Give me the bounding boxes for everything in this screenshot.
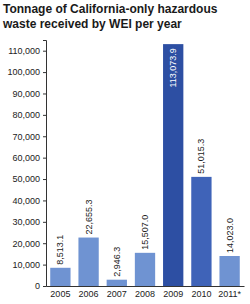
- y-tick-label: 90,000: [12, 89, 40, 99]
- y-tick-mark: [43, 243, 46, 244]
- x-tick: 2010: [191, 286, 211, 299]
- y-axis-line: [43, 41, 47, 287]
- x-tick-label: 2010: [191, 289, 211, 299]
- data-label: 51,015.3: [196, 139, 206, 174]
- y-tick: 70,000: [12, 132, 46, 142]
- y-tick-label: 50,000: [12, 174, 40, 184]
- x-tick-label: 2011*: [218, 289, 241, 299]
- y-tick-mark: [43, 158, 46, 159]
- y-tick-mark: [43, 265, 46, 266]
- x-axis: 2005 2006 2007 2008 2009 2010 2011*: [47, 286, 245, 299]
- bar: [78, 238, 98, 286]
- y-tick: 110,000: [8, 46, 46, 56]
- y-tick-mark: [43, 136, 46, 137]
- y-tick: 50,000: [12, 174, 46, 184]
- y-axis: 0 10,000 20,000 30,000 40,000 50,000 60,000 70,…: [7, 41, 46, 292]
- y-tick: 80,000: [12, 110, 46, 120]
- y-tick: 100,000: [7, 67, 46, 77]
- y-tick-label: 80,000: [12, 110, 40, 120]
- y-tick-mark: [43, 72, 46, 73]
- data-label: 22,655.3: [84, 199, 94, 234]
- y-tick-label: 110,000: [8, 46, 40, 56]
- y-tick-label: 0: [35, 281, 40, 291]
- chart: Tonnage of California-only hazardous was…: [0, 0, 250, 304]
- y-tick-label: 40,000: [12, 196, 40, 206]
- bar: [107, 280, 127, 286]
- y-tick-label: 70,000: [12, 132, 40, 142]
- y-tick-label: 10,000: [12, 260, 40, 270]
- data-label: 15,507.0: [140, 215, 150, 250]
- y-tick-mark: [43, 222, 46, 223]
- x-tick-label: 2005: [50, 289, 70, 299]
- y-tick-mark: [43, 93, 46, 94]
- y-tick: 10,000: [12, 260, 46, 270]
- y-tick-label: 100,000: [7, 67, 40, 77]
- y-tick-mark: [43, 115, 46, 116]
- x-tick: 2008: [135, 286, 155, 299]
- x-tick: 2009: [163, 286, 183, 299]
- data-label: 2,946.3: [112, 247, 122, 277]
- y-tick-mark: [43, 51, 46, 52]
- x-tick: 2007: [107, 286, 127, 299]
- x-tick: 2006: [79, 286, 99, 299]
- x-tick-label: 2006: [79, 289, 99, 299]
- y-tick-label: 60,000: [12, 153, 40, 163]
- x-tick-label: 2008: [135, 289, 155, 299]
- y-tick: 60,000: [12, 153, 46, 163]
- y-tick: 20,000: [12, 239, 46, 249]
- y-tick: 30,000: [12, 217, 46, 227]
- x-axis-line: [47, 286, 245, 287]
- x-tick-label: 2009: [163, 289, 183, 299]
- x-tick-label: 2007: [107, 289, 127, 299]
- bars: [50, 44, 240, 286]
- y-tick-mark: [43, 200, 46, 201]
- y-tick-mark: [43, 179, 46, 180]
- y-tick: 0: [35, 281, 46, 291]
- y-tick: 90,000: [12, 89, 46, 99]
- y-tick: 40,000: [12, 196, 46, 206]
- bar: [219, 256, 239, 286]
- x-tick: 2005: [50, 286, 70, 299]
- data-label: 8,513.1: [55, 235, 65, 265]
- y-tick-mark: [43, 286, 46, 287]
- data-label: 113,073.9: [168, 48, 178, 87]
- plot: 0 10,000 20,000 30,000 40,000 50,000 60,000 70,…: [7, 41, 244, 300]
- data-label: 14,023.0: [225, 218, 235, 253]
- bar: [163, 44, 183, 286]
- y-tick-label: 30,000: [12, 217, 40, 227]
- bar: [191, 177, 211, 286]
- bar: [50, 268, 70, 286]
- x-tick: 2011*: [218, 286, 241, 299]
- data-labels: 8,513.1 22,655.3 2,946.3 15,507.0 113,073.9 5…: [55, 48, 234, 277]
- y-tick-label: 20,000: [12, 239, 40, 249]
- title: Tonnage of California-only hazardous was…: [2, 2, 221, 31]
- bar: [135, 253, 155, 286]
